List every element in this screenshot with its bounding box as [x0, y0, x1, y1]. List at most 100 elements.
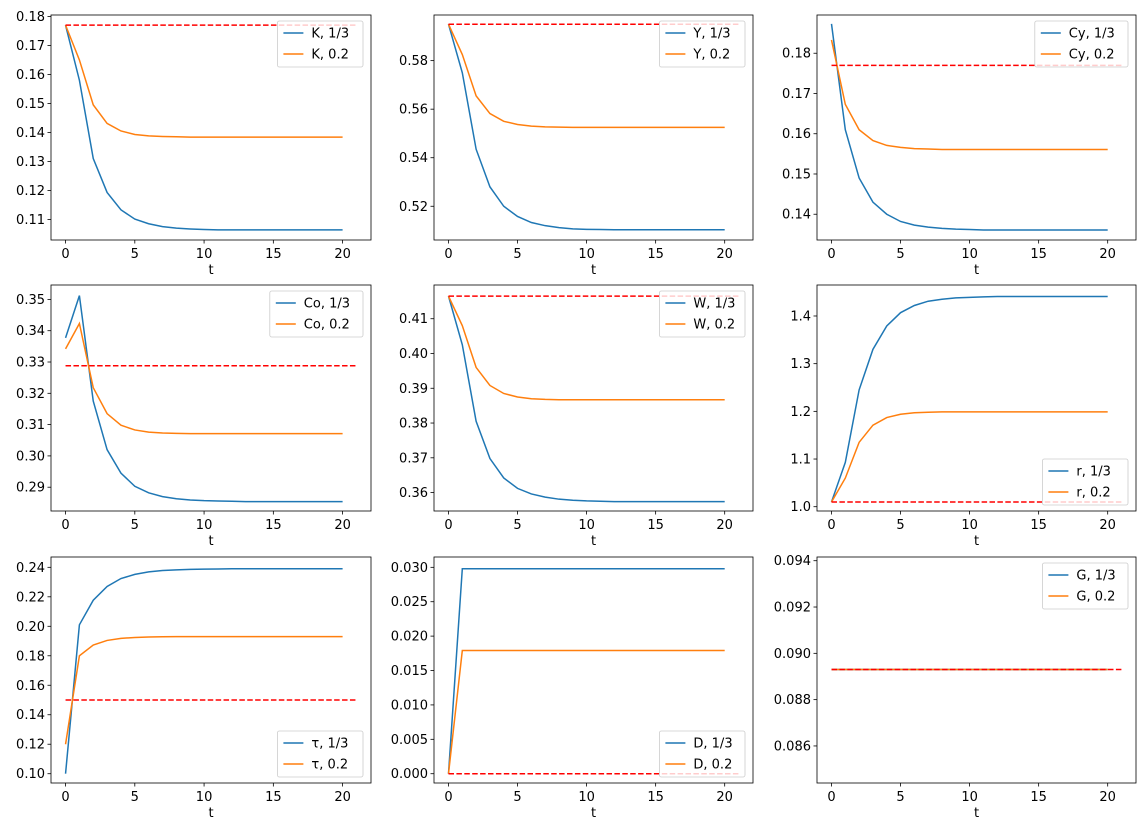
- x-tick-label: 10: [578, 247, 595, 262]
- x-tick-label: 5: [131, 790, 139, 805]
- y-tick-label: 0.12: [16, 184, 45, 199]
- x-tick-label: 5: [513, 518, 521, 533]
- x-tick-label: 10: [961, 247, 978, 262]
- x-axis-label: t: [208, 534, 213, 549]
- y-tick-label: 0.24: [16, 561, 45, 576]
- axes-frame: [433, 284, 754, 512]
- legend-label: r, 1/3: [1076, 465, 1111, 480]
- series-line-1-3: [447, 295, 725, 503]
- legend-label: τ, 1/3: [311, 737, 348, 752]
- x-axis-label: t: [591, 263, 596, 278]
- y-tick-label: 0.14: [16, 126, 45, 141]
- subplot-8: 0 5 10 15 20 0.000 0.005 0.010 0.015 0.020 0.025 0.…: [391, 556, 754, 821]
- y-tick-label: 0.39: [399, 382, 428, 397]
- y-tick-label: 0.092: [774, 601, 811, 616]
- y-tick-label: 1.2: [790, 405, 811, 420]
- y-tick-label: 0.025: [391, 595, 428, 610]
- subplot-1: 0 5 10 15 20 0.11 0.12 0.13 0.14 0.15 0.16 0.17 0.18…: [16, 10, 372, 278]
- y-tick-label: 0.17: [16, 39, 45, 54]
- y-tick-label: 0.54: [399, 151, 428, 166]
- x-tick-label: 5: [896, 247, 904, 262]
- y-tick-label: 0.11: [16, 213, 45, 228]
- x-tick-label: 0: [444, 518, 452, 533]
- y-tick-label: 0.16: [16, 679, 45, 694]
- x-tick-label: 20: [716, 247, 733, 262]
- x-tick-label: 0: [827, 790, 835, 805]
- x-tick-label: 0: [444, 790, 452, 805]
- y-tick-label: 0.16: [16, 68, 45, 83]
- y-tick-label: 0.32: [16, 387, 45, 402]
- legend: K, 1/3 K, 0.2: [276, 20, 364, 68]
- x-tick-label: 15: [265, 247, 282, 262]
- legend-label: Co, 0.2: [304, 318, 350, 333]
- y-tick-label: 0.15: [16, 97, 45, 112]
- y-tick-label: 0.030: [391, 561, 428, 576]
- x-tick-label: 20: [716, 518, 733, 533]
- series-line-1-3: [64, 24, 343, 231]
- legend-label: G, 0.2: [1076, 590, 1115, 605]
- y-tick-label: 0.088: [774, 693, 811, 708]
- axes-frame: [50, 14, 372, 241]
- y-tick-label: 0.005: [391, 733, 428, 748]
- axes-frame: [816, 284, 1137, 512]
- y-tick-label: 0.38: [399, 417, 428, 432]
- legend: Co, 1/3 Co, 0.2: [269, 290, 364, 338]
- x-tick-label: 0: [61, 518, 69, 533]
- series-line-0-2: [447, 649, 725, 774]
- y-tick-label: 0.16: [782, 127, 811, 142]
- y-tick-label: 0.33: [16, 356, 45, 371]
- x-tick-label: 15: [647, 790, 664, 805]
- y-tick-label: 0.29: [16, 481, 45, 496]
- x-tick-label: 0: [61, 247, 69, 262]
- x-tick-label: 20: [334, 247, 351, 262]
- x-tick-label: 5: [513, 790, 521, 805]
- x-tick-label: 10: [196, 518, 213, 533]
- axes-frame: [816, 14, 1137, 241]
- y-tick-label: 0.094: [774, 554, 811, 569]
- y-tick-label: 0.31: [16, 418, 45, 433]
- legend: G, 1/3 G, 0.2: [1042, 562, 1129, 610]
- legend-label: G, 1/3: [1076, 569, 1115, 584]
- axes-frame: [816, 556, 1137, 784]
- x-axis-label: t: [974, 806, 979, 821]
- legend-label: Cy, 1/3: [1069, 27, 1115, 42]
- y-tick-label: 1.3: [790, 357, 811, 372]
- axes-frame: [433, 14, 754, 241]
- y-tick-label: 0.010: [391, 698, 428, 713]
- axes-frame: [433, 556, 754, 784]
- x-tick-label: 20: [334, 790, 351, 805]
- series-line-0-2: [447, 23, 725, 129]
- x-axis-label: t: [974, 263, 979, 278]
- y-tick-label: 0.17: [782, 87, 811, 102]
- y-tick-label: 0.35: [16, 293, 45, 308]
- legend-label: D, 1/3: [693, 737, 732, 752]
- subplot-4: 0 5 10 15 20 0.29 0.30 0.31 0.32 0.33 0.34 0.35 t Co,…: [16, 284, 372, 549]
- x-tick-label: 15: [1030, 247, 1047, 262]
- x-axis-label: t: [591, 534, 596, 549]
- y-tick-label: 0.015: [391, 664, 428, 679]
- y-tick-label: 1.4: [790, 309, 811, 324]
- x-tick-label: 10: [196, 247, 213, 262]
- legend-label: τ, 0.2: [311, 758, 348, 773]
- x-tick-label: 0: [827, 518, 835, 533]
- x-axis-label: t: [591, 806, 596, 821]
- x-tick-label: 15: [265, 518, 282, 533]
- subplot-2: 0 5 10 15 20 0.52 0.54 0.56 0.58 t Y, 1/3 Y, 0.2: [399, 14, 754, 278]
- series-line-0-2: [64, 635, 343, 745]
- y-tick-label: 0.18: [16, 649, 45, 664]
- y-tick-label: 1.0: [790, 500, 811, 515]
- x-tick-label: 10: [578, 790, 595, 805]
- y-tick-label: 0.020: [391, 630, 428, 645]
- y-tick-label: 0.56: [399, 103, 428, 118]
- x-tick-label: 15: [265, 790, 282, 805]
- y-tick-label: 0.086: [774, 739, 811, 754]
- x-tick-label: 20: [334, 518, 351, 533]
- x-tick-label: 5: [513, 247, 521, 262]
- y-tick-label: 0.15: [782, 167, 811, 182]
- legend: τ, 1/3 τ, 0.2: [276, 730, 364, 778]
- y-tick-label: 0.000: [391, 767, 428, 782]
- y-tick-label: 0.22: [16, 590, 45, 605]
- series-line-0-2: [447, 295, 725, 401]
- x-tick-label: 20: [1099, 247, 1116, 262]
- x-tick-label: 5: [131, 518, 139, 533]
